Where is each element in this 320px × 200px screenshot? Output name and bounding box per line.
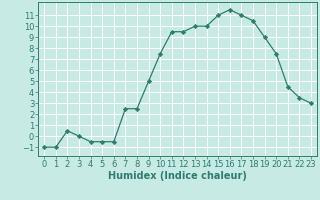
X-axis label: Humidex (Indice chaleur): Humidex (Indice chaleur) <box>108 171 247 181</box>
